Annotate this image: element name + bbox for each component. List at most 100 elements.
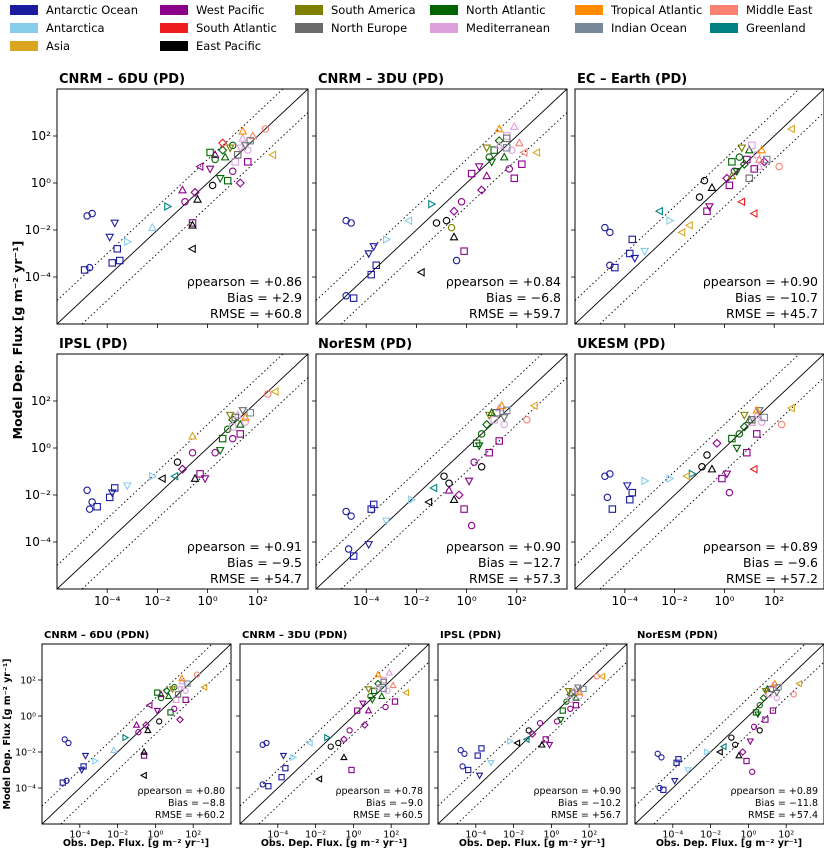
- data-point: [743, 448, 751, 457]
- x-tick-label: 10⁻⁴: [94, 594, 121, 608]
- data-point: [188, 220, 197, 229]
- data-point: [235, 419, 245, 428]
- data-point: [707, 182, 717, 191]
- data-point: [383, 234, 392, 244]
- legend-item: Greenland: [710, 20, 806, 36]
- data-point: [746, 738, 755, 746]
- x-tick-label: 10⁻²: [503, 830, 524, 841]
- data-point: [153, 707, 162, 715]
- data-point: [218, 138, 228, 148]
- data-point: [567, 696, 574, 703]
- stat-rmse: RMSE = +57.3: [469, 571, 561, 586]
- stat-rmse: RMSE = +54.7: [210, 571, 302, 586]
- data-point: [545, 742, 554, 749]
- data-point: [195, 162, 204, 172]
- stat-rmse: RMSE = +45.7: [726, 306, 818, 321]
- y-tick-label: 10⁻⁴: [25, 535, 52, 549]
- lower-factor-line: [653, 661, 824, 824]
- chart-title: UKESM (PD): [577, 337, 666, 352]
- data-point: [474, 163, 484, 172]
- data-point: [342, 292, 350, 300]
- data-point: [739, 411, 749, 420]
- chart-panel: 10⁻⁴ 10⁻⁴ 10⁻² 10⁻² 10⁰ 10⁰ 10² 10² CNRM – 6DU (…: [15, 630, 232, 841]
- data-point: [77, 767, 86, 775]
- x-tick-label: 10⁻⁴: [353, 594, 380, 608]
- data-point: [514, 138, 524, 147]
- data-point: [732, 741, 739, 748]
- data-point: [725, 181, 734, 190]
- data-point: [536, 720, 544, 727]
- data-point: [523, 416, 531, 424]
- x-tick-label: 10⁻⁴: [465, 830, 486, 841]
- data-point: [775, 162, 783, 171]
- x-tick-label: 10⁻²: [700, 830, 721, 841]
- legend-label: Mediterranean: [466, 21, 551, 35]
- data-point: [178, 674, 186, 681]
- stat-bias: Bias = −10.7: [735, 290, 818, 305]
- data-point: [235, 144, 245, 153]
- data-point: [743, 757, 750, 765]
- x-tick-label: 10⁰: [198, 594, 218, 608]
- legend-swatch: [430, 5, 458, 15]
- legend-label: Greenland: [746, 21, 806, 35]
- data-point: [218, 145, 228, 155]
- data-point: [377, 692, 386, 699]
- data-point: [265, 783, 272, 790]
- data-point: [93, 502, 101, 511]
- legend-item: Antarctic Ocean: [10, 2, 138, 18]
- data-point: [503, 134, 511, 143]
- data-point: [640, 247, 650, 256]
- data-point: [754, 711, 762, 719]
- data-point: [113, 245, 121, 253]
- data-point: [715, 748, 723, 756]
- legend-swatch: [575, 5, 603, 15]
- upper-factor-line: [438, 644, 609, 807]
- upper-factor-line: [240, 644, 411, 807]
- data-point: [171, 705, 178, 712]
- stat-rho: ρpearson = +0.84: [446, 274, 561, 289]
- data-point: [105, 493, 114, 502]
- data-point: [278, 774, 285, 781]
- stat-bias: Bias = −6.8: [486, 290, 561, 305]
- data-point: [374, 679, 382, 688]
- data-point: [279, 752, 288, 760]
- legend-label: Indian Ocean: [611, 21, 687, 35]
- data-point: [475, 772, 484, 780]
- data-point: [231, 413, 239, 422]
- data-point: [494, 124, 504, 133]
- data-point: [575, 688, 584, 696]
- data-point: [408, 495, 417, 505]
- data-point: [732, 444, 742, 453]
- data-point: [157, 474, 166, 484]
- stat-bias: Bias = +2.9: [227, 290, 302, 305]
- legend-label: South America: [331, 3, 416, 17]
- data-point: [452, 256, 461, 265]
- x-tick-label: 10⁻²: [144, 594, 171, 608]
- data-point: [259, 781, 266, 788]
- x-tick-label: 10⁰: [543, 830, 559, 841]
- stat-rho: ρpearson = +0.90: [533, 786, 621, 797]
- data-point: [457, 747, 464, 754]
- data-point: [188, 448, 197, 457]
- data-point: [762, 155, 771, 164]
- data-point: [248, 131, 258, 140]
- data-point: [349, 552, 358, 560]
- data-point: [795, 679, 803, 688]
- stat-bias: Bias = −10.2: [558, 798, 621, 809]
- data-point: [728, 158, 736, 166]
- chart-panel: 10⁻⁴ 10⁻² 10⁰ 10² CNRM – 6DU (PD) ρpearson = …: [25, 72, 309, 328]
- data-point: [485, 448, 493, 457]
- data-point: [728, 434, 736, 443]
- data-point: [630, 254, 640, 264]
- data-point: [749, 768, 756, 775]
- y-tick-label: 10²: [31, 394, 51, 408]
- data-point: [509, 121, 519, 130]
- x-tick-label: 10²: [581, 830, 597, 841]
- data-point: [542, 736, 549, 743]
- data-point: [196, 470, 204, 478]
- data-point: [182, 696, 189, 703]
- data-point: [65, 739, 72, 747]
- data-point: [205, 165, 215, 174]
- data-point: [384, 687, 391, 694]
